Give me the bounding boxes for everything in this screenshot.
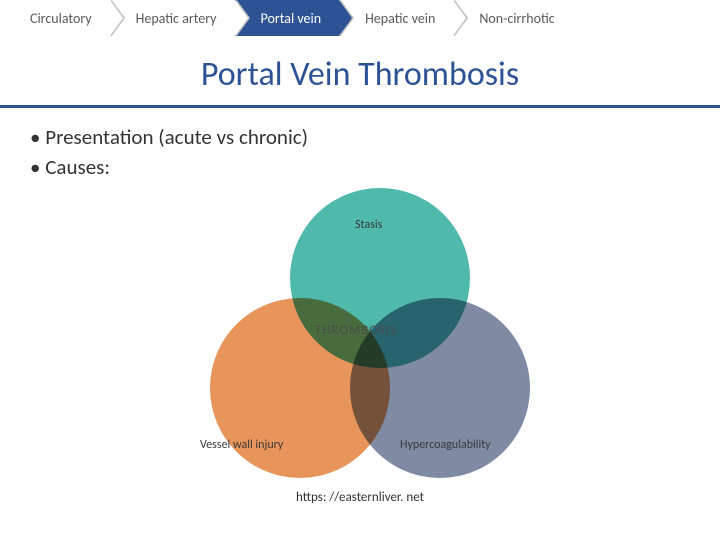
bullet-item: Presentation (acute vs chronic) bbox=[30, 124, 720, 150]
breadcrumb: Circulatory Hepatic artery Portal vein H… bbox=[0, 0, 720, 36]
crumb-non-cirrhotic[interactable]: Non-cirrhotic bbox=[453, 0, 572, 36]
venn-diagram: Stasis Vessel wall injury Hypercoagulabi… bbox=[190, 188, 530, 488]
crumb-hepatic-vein[interactable]: Hepatic vein bbox=[339, 0, 453, 36]
venn-label-vessel: Vessel wall injury bbox=[200, 438, 283, 452]
crumb-circulatory[interactable]: Circulatory bbox=[18, 0, 110, 36]
page-title: Portal Vein Thrombosis bbox=[0, 54, 720, 95]
bullet-item: Causes: bbox=[30, 154, 720, 180]
title-underline bbox=[0, 105, 720, 108]
citation: https: //easternliver. net bbox=[0, 490, 720, 505]
bullet-list: Presentation (acute vs chronic) Causes: bbox=[30, 124, 720, 180]
crumb-hepatic-artery[interactable]: Hepatic artery bbox=[110, 0, 235, 36]
venn-label-hyper: Hypercoagulability bbox=[400, 438, 491, 452]
crumb-portal-vein[interactable]: Portal vein bbox=[235, 0, 340, 36]
venn-center-label: THROMBOSIS bbox=[315, 323, 397, 338]
venn-label-stasis: Stasis bbox=[355, 218, 382, 232]
